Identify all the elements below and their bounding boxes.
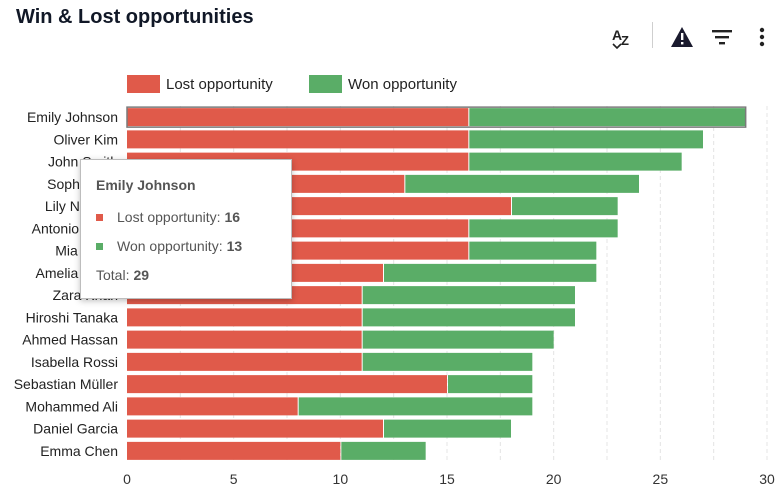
- bar-won: [512, 197, 618, 216]
- bar-lost: [127, 108, 469, 127]
- bar-highlight: [126, 106, 747, 128]
- tooltip-won-label: Won opportunity:: [117, 238, 223, 254]
- bar-lost: [127, 375, 447, 394]
- chart-title: Win & Lost opportunities: [16, 6, 254, 28]
- bar-won: [384, 263, 597, 282]
- more-vertical-icon: [759, 27, 765, 47]
- bar-won: [341, 441, 426, 460]
- tooltip-total-value: 29: [133, 267, 150, 283]
- chart-tooltip: Emily Johnson Lost opportunity: 16 Won o…: [80, 159, 292, 299]
- tooltip-title: Emily Johnson: [96, 177, 196, 193]
- tooltip-lost-label: Lost opportunity:: [117, 209, 221, 225]
- bar-won: [362, 330, 554, 349]
- tooltip-lost-value: 16: [224, 209, 241, 225]
- legend-label-lost: Lost opportunity: [166, 75, 273, 93]
- legend-label-won: Won opportunity: [348, 75, 457, 93]
- tooltip-dot-lost: [96, 213, 103, 221]
- tooltip-row-lost: Lost opportunity: 16: [96, 209, 240, 225]
- x-tick-label: 10: [333, 471, 349, 487]
- bar-lost: [127, 397, 298, 416]
- bar-won: [469, 130, 703, 149]
- x-tick-label: 15: [439, 471, 455, 487]
- sort-az-button[interactable]: A Z: [608, 24, 636, 50]
- x-tick-label: 5: [230, 471, 238, 487]
- bar-lost: [127, 330, 362, 349]
- bar-won: [469, 241, 597, 260]
- category-label: Oliver Kim: [53, 131, 118, 147]
- legend-swatch-lost: [127, 75, 160, 93]
- bar-lost: [127, 130, 469, 149]
- filter-icon: [712, 30, 732, 45]
- category-label: Sebastian Müller: [14, 376, 119, 392]
- category-label: Emily Johnson: [27, 109, 118, 125]
- toolbar-separator: [652, 22, 653, 48]
- svg-text:A: A: [612, 27, 622, 43]
- category-label: Isabella Rossi: [31, 354, 118, 370]
- tooltip-row-won: Won opportunity: 13: [96, 238, 242, 254]
- bar-won: [469, 152, 682, 171]
- x-tick-label: 25: [653, 471, 669, 487]
- category-label: Daniel Garcia: [33, 421, 118, 437]
- category-label: Mohammed Ali: [25, 398, 118, 414]
- filter-button[interactable]: [708, 24, 736, 50]
- bar-lost: [127, 352, 362, 371]
- bar-lost: [127, 308, 362, 327]
- more-options-button[interactable]: [752, 24, 772, 50]
- tooltip-row-total: Total: 29: [96, 267, 149, 283]
- bar-won: [384, 419, 511, 438]
- x-tick-label: 30: [759, 471, 775, 487]
- bar-won: [469, 219, 618, 238]
- bar-won: [362, 286, 575, 305]
- tooltip-dot-won: [96, 242, 103, 250]
- bar-won: [448, 375, 533, 394]
- alert-button[interactable]: [668, 24, 696, 50]
- bar-won: [405, 174, 639, 193]
- tooltip-total-label: Total:: [96, 267, 130, 283]
- bar-won: [362, 352, 533, 371]
- legend-swatch-won: [309, 75, 342, 93]
- x-tick-label: 20: [546, 471, 562, 487]
- bar-lost: [127, 419, 383, 438]
- category-label: Hiroshi Tanaka: [26, 309, 119, 325]
- x-tick-label: 0: [123, 471, 131, 487]
- bar-lost: [127, 441, 341, 460]
- tooltip-won-value: 13: [226, 238, 243, 254]
- category-label: Ahmed Hassan: [22, 332, 118, 348]
- category-label: Emma Chen: [40, 443, 118, 459]
- warning-icon: [671, 27, 693, 47]
- svg-text:Z: Z: [621, 33, 629, 48]
- legend-item-won[interactable]: Won opportunity: [309, 75, 457, 93]
- bar-won: [362, 308, 575, 327]
- legend-item-lost[interactable]: Lost opportunity: [127, 75, 273, 93]
- sort-az-icon: A Z: [612, 27, 629, 49]
- bar-won: [469, 108, 746, 127]
- bar-won: [298, 397, 533, 416]
